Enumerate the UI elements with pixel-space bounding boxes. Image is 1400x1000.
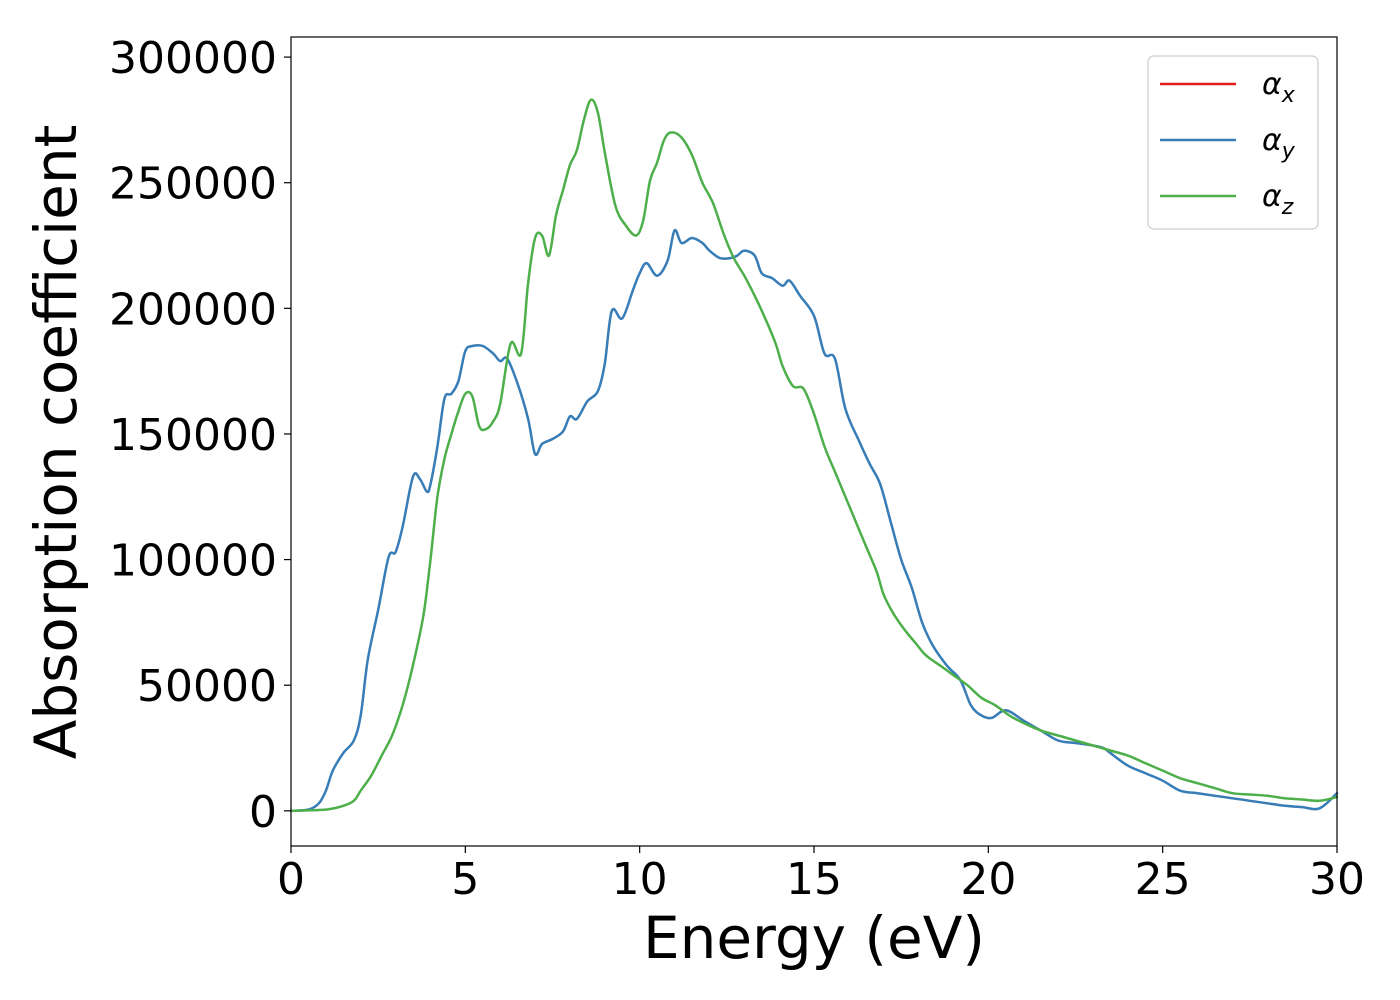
x-tick-label: 20 <box>960 854 1016 905</box>
x-tick-label: 0 <box>277 854 305 905</box>
y-tick-label: 200000 <box>109 284 277 335</box>
y-tick-label: 250000 <box>109 159 277 210</box>
x-tick-label: 30 <box>1309 854 1365 905</box>
series-line-z <box>289 98 1339 813</box>
legend-box <box>1147 55 1319 230</box>
x-axis-title: Energy (eV) <box>643 904 985 972</box>
x-axis: 0 5 10 15 20 25 30 <box>277 846 1365 905</box>
legend: αx αy αz <box>1147 55 1319 230</box>
series-line-y <box>289 228 1339 813</box>
y-tick-label: 50000 <box>137 661 277 712</box>
y-tick-label: 0 <box>249 787 277 838</box>
y-axis: 0 50000 100000 150000 200000 250000 300000 <box>109 33 291 838</box>
legend-label-x: αx <box>1262 67 1296 108</box>
y-axis-title: Absorption coefficient <box>22 125 90 760</box>
y-tick-label: 300000 <box>109 33 277 84</box>
x-tick-label: 5 <box>451 854 479 905</box>
y-tick-label: 150000 <box>109 410 277 461</box>
legend-label-z: αz <box>1262 179 1294 220</box>
legend-label-y: αy <box>1262 123 1296 164</box>
series-layer <box>289 98 1339 813</box>
y-tick-label: 100000 <box>109 536 277 587</box>
x-tick-label: 10 <box>612 854 668 905</box>
x-tick-label: 25 <box>1135 854 1191 905</box>
x-tick-label: 15 <box>786 854 842 905</box>
